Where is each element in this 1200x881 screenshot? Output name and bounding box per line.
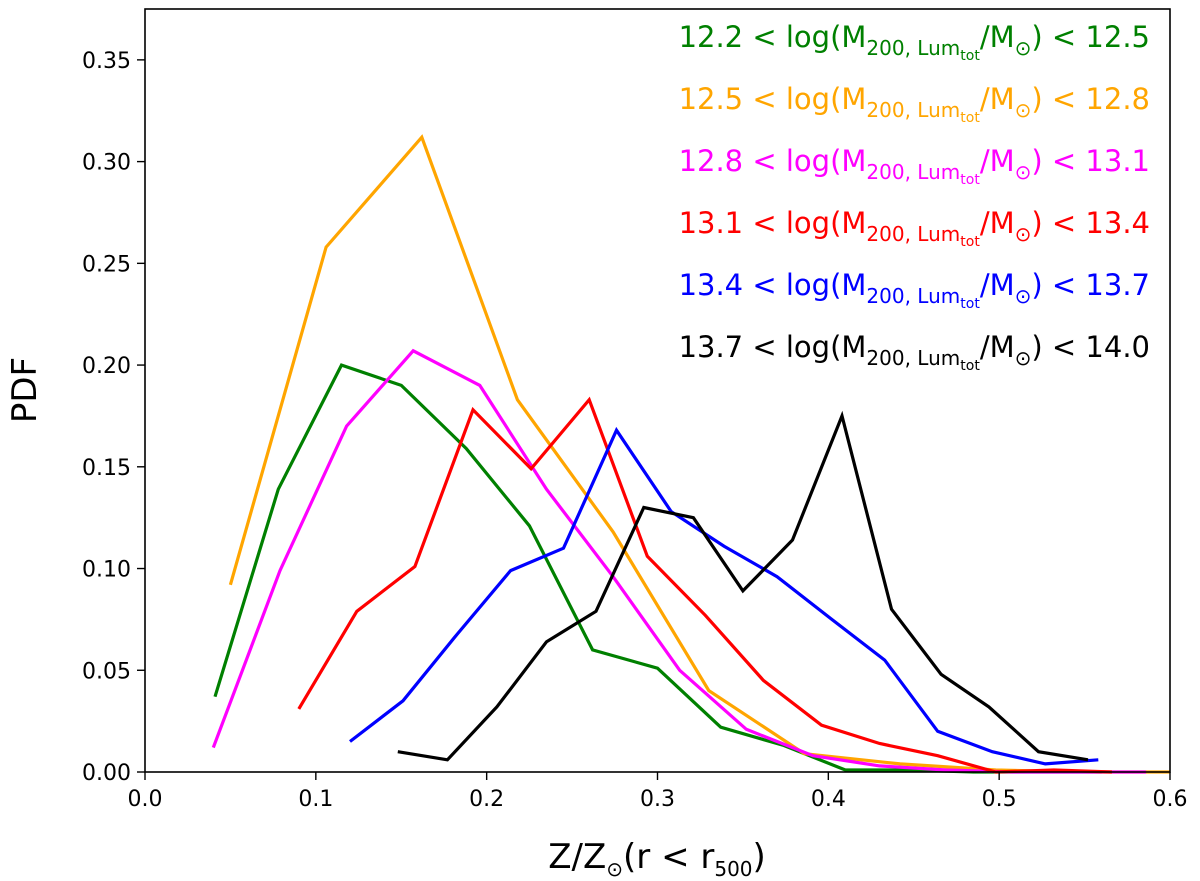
legend-entry-6: 13.7 < log(M200, Lumtot/M⊙) < 14.0 (679, 330, 1150, 374)
y-tick-label: 0.20 (82, 354, 131, 379)
y-tick-label: 0.35 (82, 49, 131, 74)
x-tick-label: 0.0 (128, 787, 163, 812)
y-axis-label: PDF (5, 357, 45, 423)
x-tick-label: 0.1 (298, 787, 333, 812)
legend-entry-4: 13.1 < log(M200, Lumtot/M⊙) < 13.4 (679, 206, 1150, 250)
legend-entry-3: 12.8 < log(M200, Lumtot/M⊙) < 13.1 (679, 144, 1150, 188)
y-axis: 0.00 0.05 0.10 0.15 0.20 0.25 0.30 0.35 (82, 49, 145, 786)
y-tick-label: 0.25 (82, 252, 131, 277)
x-axis-label: Z/Z⊙(r < r500) (548, 837, 766, 881)
y-tick-label: 0.15 (82, 456, 131, 481)
x-tick-label: 0.3 (640, 787, 675, 812)
legend-entry-1: 12.2 < log(M200, Lumtot/M⊙) < 12.5 (679, 20, 1150, 64)
x-tick-label: 0.5 (982, 787, 1017, 812)
y-tick-label: 0.30 (82, 151, 131, 176)
y-tick-label: 0.05 (82, 659, 131, 684)
legend-entry-2: 12.5 < log(M200, Lumtot/M⊙) < 12.8 (679, 82, 1150, 126)
y-tick-label: 0.00 (82, 761, 131, 786)
x-axis: 0.0 0.1 0.2 0.3 0.4 0.5 0.6 (128, 772, 1188, 812)
x-tick-label: 0.4 (811, 787, 846, 812)
series-line-6 (397, 410, 1089, 762)
legend: 12.2 < log(M200, Lumtot/M⊙) < 12.5 12.5 <… (679, 20, 1150, 374)
series-line-5 (349, 426, 1099, 766)
legend-entry-5: 13.4 < log(M200, Lumtot/M⊙) < 13.7 (679, 268, 1150, 312)
x-tick-label: 0.2 (469, 787, 504, 812)
y-tick-label: 0.10 (82, 558, 131, 583)
x-tick-label: 0.6 (1153, 787, 1188, 812)
series-line-4 (297, 396, 1112, 774)
